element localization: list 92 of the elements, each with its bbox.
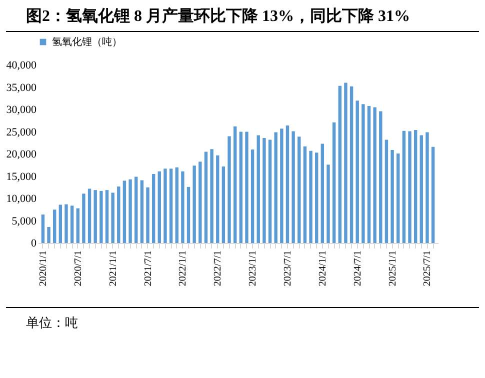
bar [94,190,97,243]
bar [88,188,92,243]
y-tick-label: 5,000 [12,215,37,228]
y-tick-label: 35,000 [6,82,37,94]
bar [146,187,150,243]
bar [210,149,214,243]
bar [320,144,324,243]
bar [216,155,220,243]
y-tick-label: 30,000 [6,104,37,116]
bar [256,135,260,243]
bar [158,171,161,243]
y-tick-label: 0 [31,238,37,250]
bar [64,204,68,243]
bar [228,136,231,243]
y-tick-label: 25,000 [6,126,37,138]
bar [233,126,237,243]
bar [175,167,178,243]
bar [239,132,243,243]
bar [117,186,120,243]
bar [356,100,359,243]
bar [41,214,45,243]
bar [250,150,254,243]
y-tick-label: 20,000 [6,148,37,160]
x-tick-label: 2021/7/1 [142,250,154,286]
bar [245,132,248,243]
bar [164,168,167,243]
bar [181,171,184,243]
bar [134,176,138,243]
bar [298,136,301,243]
bar [76,208,80,243]
x-tick-label: 2022/1/1 [178,250,189,286]
x-tick-label: 2025/1/1 [387,250,398,286]
bar [268,140,272,243]
bar [338,86,342,243]
bar [315,152,318,243]
bar [344,82,348,243]
y-tick-label: 40,000 [6,60,37,72]
bar [396,154,400,243]
bar [414,130,418,243]
bar [70,206,74,243]
bar [390,150,394,243]
bar [373,107,376,243]
bar [274,132,278,243]
bar [140,180,144,243]
text: 单位：吨 [6,307,479,332]
x-tick-label: 2022/7/1 [212,250,224,286]
bar [367,106,371,243]
bar [128,179,132,243]
bar [326,164,330,243]
x-tick-label: 2025/7/1 [422,250,434,286]
x-tick-label: 2020/7/1 [72,250,84,286]
x-tick-label: 2024/1/1 [317,250,328,286]
bar [362,104,365,243]
bar [198,162,202,243]
bar [222,166,226,243]
bar [431,146,435,243]
bar [122,180,126,243]
bar [292,131,295,243]
chart-title: 图2：氢氧化锂 8 月产量环比下降 13%，同比下降 31% [6,0,479,32]
bar [332,122,336,243]
bar [420,135,424,243]
legend-label: 氢氧化锂（吨） [52,36,122,48]
y-tick-label: 10,000 [6,193,37,205]
bar [204,152,208,243]
bar [384,140,388,243]
bar [408,131,412,243]
bar [169,168,173,243]
bar [82,194,86,243]
bar [303,146,307,243]
x-tick-label: 2023/1/1 [248,250,259,286]
bar [152,174,156,243]
x-tick-label: 2024/7/1 [352,250,364,286]
bar [262,138,266,243]
bar [47,226,50,243]
x-tick-label: 2021/1/1 [108,250,119,286]
bar [111,192,114,243]
bar [379,111,382,243]
bar [52,210,56,243]
bar [100,190,103,243]
bar [402,130,406,243]
bar [309,150,312,243]
x-tick-label: 2023/7/1 [282,250,294,286]
bar [350,86,354,243]
bar [192,166,196,243]
bar [105,190,109,243]
bar [58,204,62,243]
bar [286,126,290,243]
bar [426,132,429,243]
bar [186,186,190,243]
x-tick-label: 2020/1/1 [38,250,49,286]
bar [280,128,284,243]
y-tick-label: 15,000 [6,170,37,183]
